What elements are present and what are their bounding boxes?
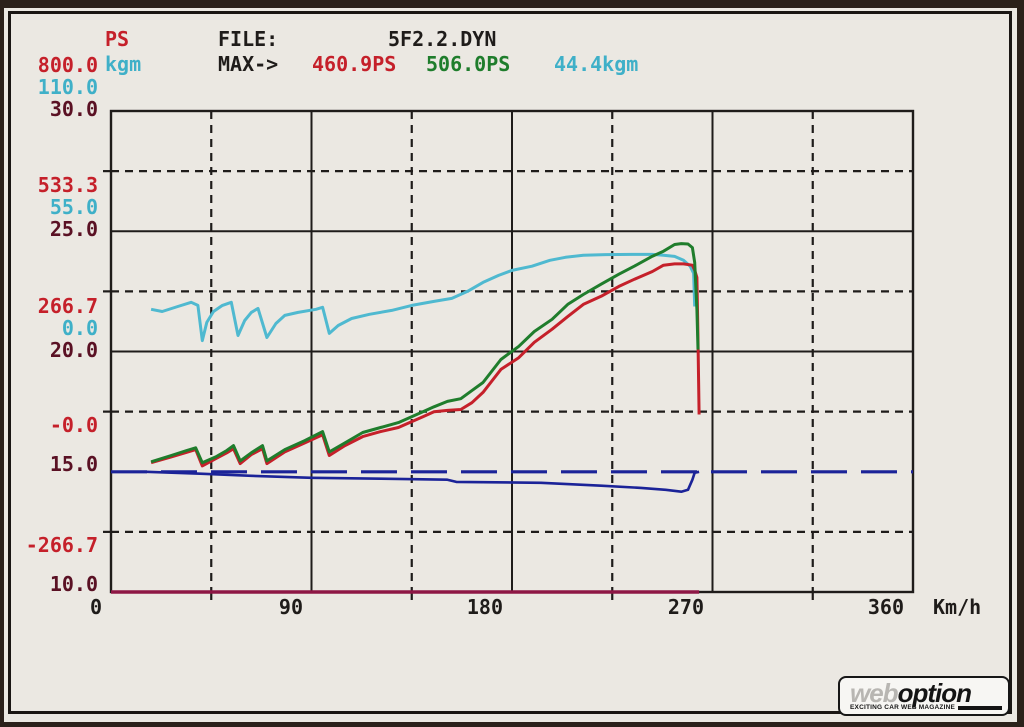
y-tick-label-ps: -266.7 <box>25 533 98 557</box>
file-value: 5F2.2.DYN <box>388 27 497 51</box>
x-tick-label: 360 <box>867 595 904 619</box>
max-label: MAX-> <box>218 52 279 76</box>
web-option-logo: weboption EXCITING CAR WEB MAGAZINE <box>838 676 1010 716</box>
watermark-bar <box>958 705 1002 710</box>
x-tick-label: 180 <box>466 595 503 619</box>
header-ps-unit-label: PS <box>105 27 130 51</box>
y-tick-label-aux: 20.0 <box>49 338 98 362</box>
x-tick-label: 270 <box>667 595 704 619</box>
web-option-wordmark: weboption <box>850 678 972 708</box>
y-tick-label-kgm: 0.0 <box>61 316 98 340</box>
x-axis-unit-label: Km/h <box>933 595 982 619</box>
y-tick-label-kgm: 110.0 <box>37 75 98 99</box>
y-tick-label-aux: 30.0 <box>49 97 98 121</box>
page-border <box>8 11 1012 714</box>
y-tick-label-aux: 10.0 <box>49 572 98 596</box>
watermark-caption: EXCITING CAR WEB MAGAZINE <box>850 704 1002 711</box>
y-tick-label-ps: -0.0 <box>49 413 98 437</box>
paper-sheet <box>4 8 1017 722</box>
y-tick-label-ps: 533.3 <box>37 173 98 197</box>
max-power-green-value: 506.0PS <box>426 52 511 76</box>
x-tick-label: 0 <box>89 595 102 619</box>
series-power-ps-red <box>150 262 701 468</box>
x-tick-label: 90 <box>278 595 303 619</box>
file-label: FILE: <box>218 27 279 51</box>
y-tick-label-aux: 25.0 <box>49 217 98 241</box>
y-tick-label-ps: 266.7 <box>37 294 98 318</box>
y-tick-label-kgm: 55.0 <box>49 195 98 219</box>
series-power-ps-green <box>150 242 700 465</box>
max-power-red-value: 460.9PS <box>312 52 397 76</box>
header-kgm-unit-label: kgm <box>105 52 142 76</box>
max-torque-value: 44.4kgm <box>554 52 639 76</box>
series-speed-trace-navy <box>146 470 700 494</box>
series-torque-kgm-cyan <box>150 252 697 343</box>
y-tick-label-ps: 800.0 <box>37 53 98 77</box>
y-tick-label-aux: 15.0 <box>49 452 98 476</box>
